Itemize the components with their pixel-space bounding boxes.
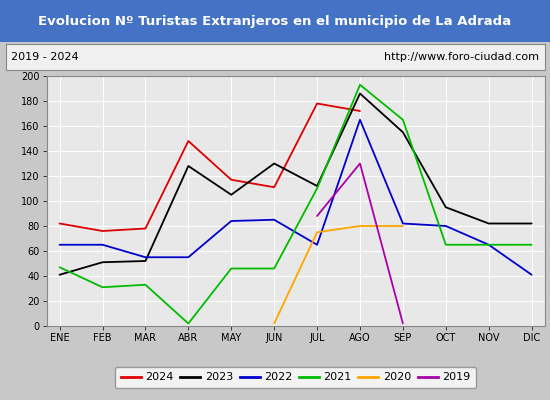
Text: Evolucion Nº Turistas Extranjeros en el municipio de La Adrada: Evolucion Nº Turistas Extranjeros en el … [39, 14, 512, 28]
Legend: 2024, 2023, 2022, 2021, 2020, 2019: 2024, 2023, 2022, 2021, 2020, 2019 [115, 367, 476, 388]
Text: http://www.foro-ciudad.com: http://www.foro-ciudad.com [384, 52, 539, 62]
Text: 2019 - 2024: 2019 - 2024 [11, 52, 79, 62]
